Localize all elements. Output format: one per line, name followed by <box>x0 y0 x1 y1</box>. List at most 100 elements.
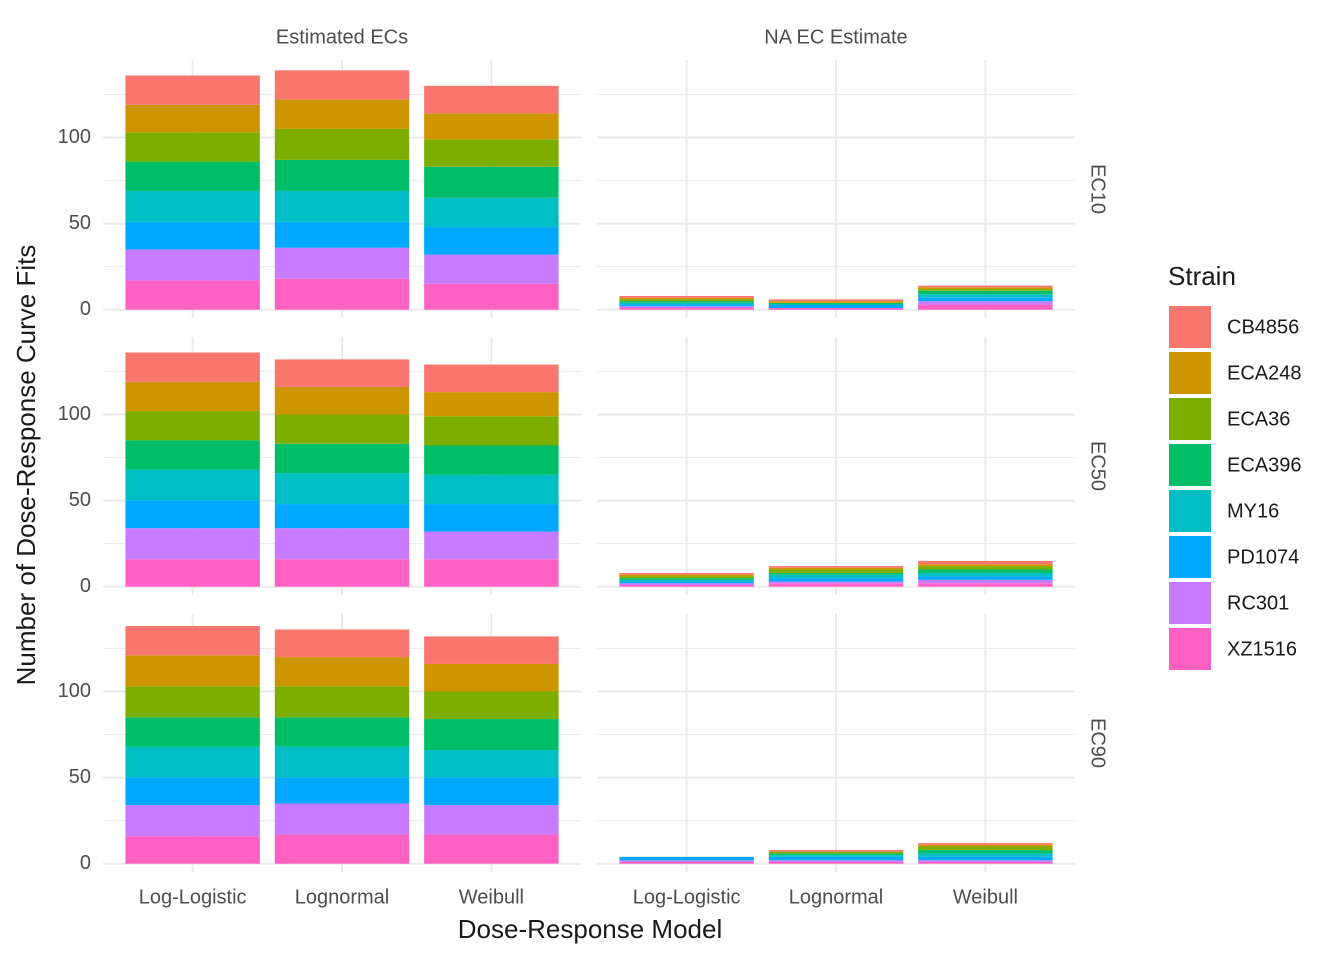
bar-segment <box>424 113 559 140</box>
bar-segment <box>424 227 559 255</box>
col-strip-label: NA EC Estimate <box>764 26 907 48</box>
bar-segment <box>918 849 1053 854</box>
bar-segment <box>424 283 559 310</box>
bar-segment <box>619 860 754 863</box>
bar-segment <box>125 411 260 441</box>
bar-segment <box>424 531 559 560</box>
bar-segment <box>424 197 559 228</box>
bar-segment <box>125 161 260 191</box>
bar-segment <box>619 585 754 587</box>
bar-segment <box>619 295 754 298</box>
bar-segment <box>274 803 410 835</box>
bar-segment <box>619 579 754 582</box>
bar-segment <box>274 99 410 129</box>
y-tick-label: 50 <box>69 766 91 788</box>
legend-key <box>1169 628 1211 670</box>
bar-segment <box>918 862 1053 864</box>
legend-title: Strain <box>1168 261 1236 291</box>
bar-segment <box>125 777 260 806</box>
bar-segment <box>918 297 1053 302</box>
bar-segment <box>619 856 754 861</box>
bar-segment <box>424 559 559 587</box>
bar-segment <box>424 719 559 751</box>
bar-segment <box>619 304 754 307</box>
bar-segment <box>125 626 260 656</box>
bar-segment <box>424 85 559 114</box>
bar-segment <box>768 299 904 302</box>
bar-segment <box>619 574 754 577</box>
y-tick-label: 0 <box>80 575 91 597</box>
bar-segment <box>274 190 410 222</box>
bar-segment <box>125 132 260 162</box>
bar-segment <box>274 559 410 587</box>
bar-segment <box>424 474 559 505</box>
bar-segment <box>918 287 1053 290</box>
bar-segment <box>125 836 260 864</box>
bar-segment <box>918 579 1053 584</box>
bar-segment <box>619 302 754 305</box>
bar-segment <box>619 297 754 300</box>
bar-segment <box>918 560 1053 565</box>
bar-segment <box>274 278 410 310</box>
bar-segment <box>918 294 1053 298</box>
bar-segment <box>274 128 410 160</box>
bar-segment <box>125 280 260 310</box>
bar-segment <box>274 443 410 474</box>
row-strip-label: EC90 <box>1087 718 1109 768</box>
bar-segment <box>125 528 260 560</box>
bar-segment <box>768 583 904 587</box>
legend-label: PD1074 <box>1227 546 1299 568</box>
bar-segment <box>918 843 1053 845</box>
bar-segment <box>918 289 1053 291</box>
bar-segment <box>918 301 1053 305</box>
legend-label: ECA36 <box>1227 408 1290 430</box>
bar-segment <box>424 663 559 692</box>
bar-segment <box>125 249 260 281</box>
y-tick-label: 0 <box>80 852 91 874</box>
bar-segment <box>619 576 754 579</box>
bar-segment <box>918 853 1053 857</box>
bar-segment <box>918 569 1053 573</box>
bar-segment <box>768 301 904 303</box>
y-tick-label: 50 <box>69 212 91 234</box>
bar-segment <box>768 851 904 854</box>
bar-segment <box>619 581 754 584</box>
bar-segment <box>274 528 410 560</box>
bar-segment <box>274 504 410 529</box>
bar-segment <box>918 860 1053 863</box>
bar-segment <box>125 221 260 250</box>
bar-segment <box>274 473 410 505</box>
bar-segment <box>274 746 410 778</box>
bar-segment <box>768 856 904 861</box>
bar-segment <box>768 567 904 570</box>
bar-segment <box>918 583 1053 587</box>
bar-segment <box>768 853 904 856</box>
bar-segment <box>125 75 260 105</box>
bar-segment <box>125 440 260 470</box>
bar-segment <box>274 717 410 747</box>
col-strip-label: Estimated ECs <box>276 26 408 48</box>
bar-segment <box>424 777 559 806</box>
bar-segment <box>768 308 904 310</box>
bar-segment <box>619 572 754 575</box>
bar-segment <box>918 566 1053 570</box>
bar-segment <box>424 392 559 417</box>
bar-segment <box>424 834 559 864</box>
legend-label: ECA248 <box>1227 362 1302 384</box>
bar-segment <box>424 636 559 664</box>
bar-segment <box>125 500 260 529</box>
bar-segment <box>768 566 904 568</box>
bar-segment <box>274 359 410 387</box>
legend-key <box>1169 352 1211 394</box>
bar-segment <box>125 805 260 837</box>
legend-label: RC301 <box>1227 592 1289 614</box>
legend-key <box>1169 444 1211 486</box>
bar-segment <box>918 856 1053 861</box>
bar-segment <box>918 844 1053 847</box>
legend-label: XZ1516 <box>1227 638 1297 660</box>
legend-label: MY16 <box>1227 500 1279 522</box>
bar-segment <box>918 564 1053 567</box>
x-tick-label: Log-Logistic <box>633 886 741 908</box>
bar-segment <box>125 655 260 687</box>
